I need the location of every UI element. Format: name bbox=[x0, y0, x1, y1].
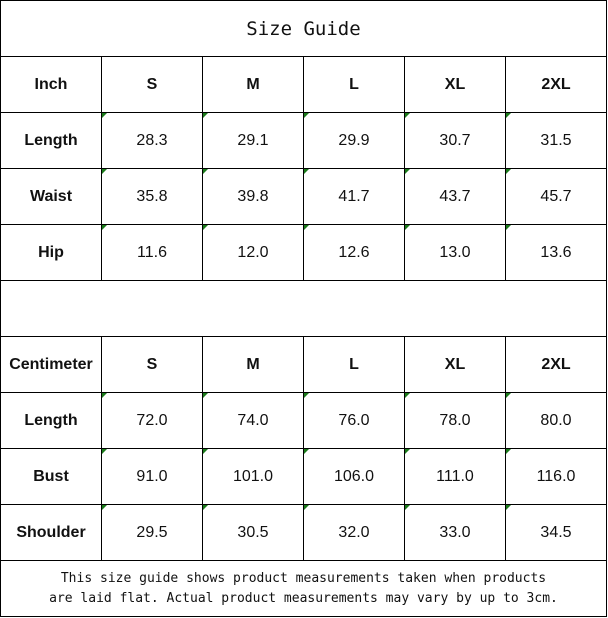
table-row: Waist 35.8 39.8 41.7 43.7 45.7 bbox=[0, 168, 607, 225]
note-line: This size guide shows product measuremen… bbox=[60, 570, 547, 586]
value-cell: 13.6 bbox=[505, 224, 607, 281]
unit-header: Centimeter bbox=[0, 336, 102, 393]
table-row: Hip 11.6 12.0 12.6 13.0 13.6 bbox=[0, 224, 607, 281]
value-cell: 78.0 bbox=[404, 392, 506, 449]
size-header: 2XL bbox=[505, 56, 607, 113]
value-cell: 31.5 bbox=[505, 112, 607, 169]
value-cell: 91.0 bbox=[101, 448, 203, 505]
value-cell: 32.0 bbox=[303, 504, 405, 561]
value-cell: 13.0 bbox=[404, 224, 506, 281]
measure-label: Hip bbox=[0, 224, 102, 281]
value-cell: 12.6 bbox=[303, 224, 405, 281]
size-header: L bbox=[303, 336, 405, 393]
value-cell: 11.6 bbox=[101, 224, 203, 281]
size-header: XL bbox=[404, 336, 506, 393]
value-cell: 35.8 bbox=[101, 168, 203, 225]
value-cell: 111.0 bbox=[404, 448, 506, 505]
size-header: S bbox=[101, 336, 203, 393]
size-header: S bbox=[101, 56, 203, 113]
value-cell: 30.5 bbox=[202, 504, 304, 561]
table-row: Bust 91.0 101.0 106.0 111.0 116.0 bbox=[0, 448, 607, 505]
size-header: M bbox=[202, 56, 304, 113]
spacer-row bbox=[0, 280, 607, 337]
title-row: Size Guide bbox=[0, 0, 607, 57]
note-row: This size guide shows product measuremen… bbox=[0, 560, 607, 617]
value-cell: 28.3 bbox=[101, 112, 203, 169]
value-cell: 72.0 bbox=[101, 392, 203, 449]
unit-header: Inch bbox=[0, 56, 102, 113]
value-cell: 29.5 bbox=[101, 504, 203, 561]
size-header: M bbox=[202, 336, 304, 393]
value-cell: 76.0 bbox=[303, 392, 405, 449]
footnote: This size guide shows product measuremen… bbox=[0, 560, 607, 617]
value-cell: 41.7 bbox=[303, 168, 405, 225]
value-cell: 106.0 bbox=[303, 448, 405, 505]
value-cell: 39.8 bbox=[202, 168, 304, 225]
measure-label: Length bbox=[0, 112, 102, 169]
value-cell: 34.5 bbox=[505, 504, 607, 561]
table-title: Size Guide bbox=[0, 0, 607, 57]
measure-label: Waist bbox=[0, 168, 102, 225]
note-line: are laid flat. Actual product measuremen… bbox=[49, 590, 558, 606]
measure-label: Bust bbox=[0, 448, 102, 505]
measure-label: Shoulder bbox=[0, 504, 102, 561]
value-cell: 116.0 bbox=[505, 448, 607, 505]
size-header: 2XL bbox=[505, 336, 607, 393]
value-cell: 43.7 bbox=[404, 168, 506, 225]
table-row: Length 28.3 29.1 29.9 30.7 31.5 bbox=[0, 112, 607, 169]
value-cell: 29.1 bbox=[202, 112, 304, 169]
header-row: Inch S M L XL 2XL bbox=[0, 56, 607, 113]
value-cell: 74.0 bbox=[202, 392, 304, 449]
value-cell: 30.7 bbox=[404, 112, 506, 169]
spacer bbox=[0, 280, 607, 337]
table-row: Shoulder 29.5 30.5 32.0 33.0 34.5 bbox=[0, 504, 607, 561]
value-cell: 12.0 bbox=[202, 224, 304, 281]
measure-label: Length bbox=[0, 392, 102, 449]
header-row: Centimeter S M L XL 2XL bbox=[0, 336, 607, 393]
size-header: XL bbox=[404, 56, 506, 113]
table-row: Length 72.0 74.0 76.0 78.0 80.0 bbox=[0, 392, 607, 449]
value-cell: 29.9 bbox=[303, 112, 405, 169]
value-cell: 80.0 bbox=[505, 392, 607, 449]
value-cell: 101.0 bbox=[202, 448, 304, 505]
size-header: L bbox=[303, 56, 405, 113]
value-cell: 33.0 bbox=[404, 504, 506, 561]
value-cell: 45.7 bbox=[505, 168, 607, 225]
